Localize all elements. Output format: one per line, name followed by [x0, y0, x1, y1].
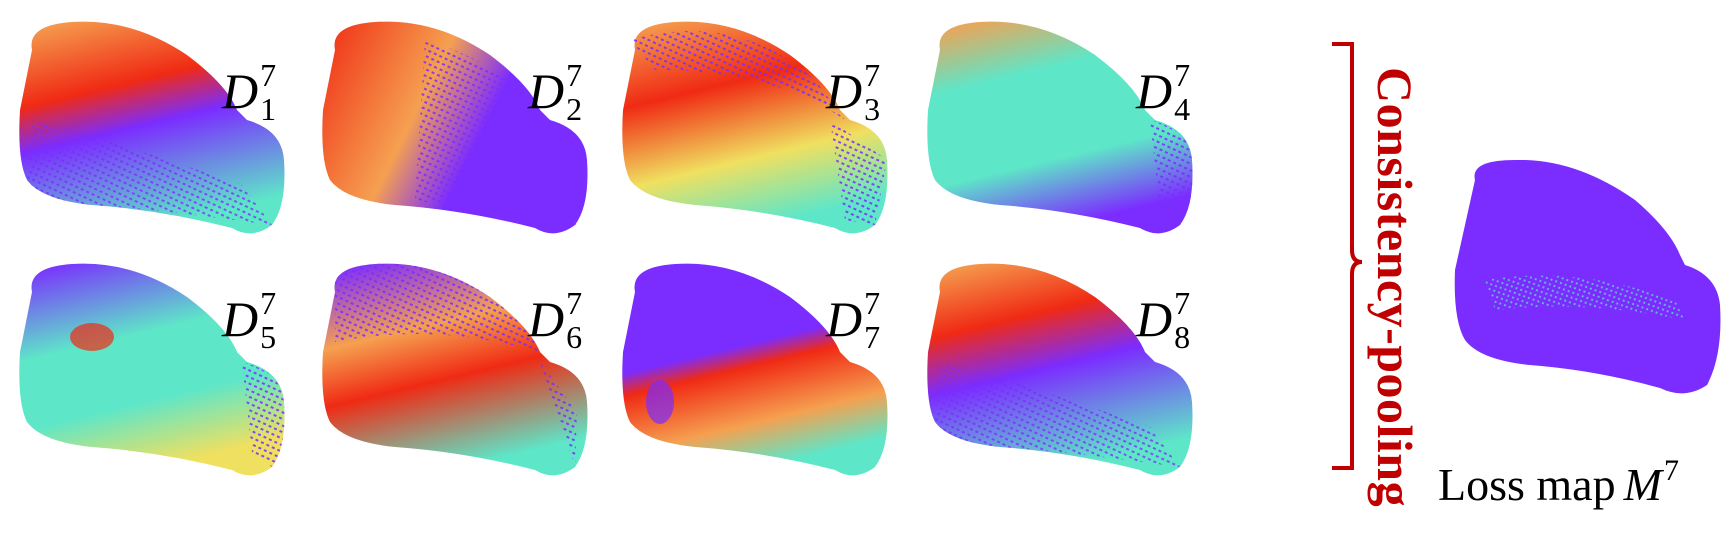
label-d7: D77 — [826, 287, 880, 353]
label-d3-sup: 7 — [864, 57, 881, 93]
label-d5: D75 — [222, 287, 276, 353]
label-d5-sub: 5 — [260, 319, 277, 355]
loss-map-symbol: M — [1623, 459, 1662, 510]
label-d8-base: D — [1136, 291, 1173, 347]
label-d1-sub: 1 — [260, 91, 277, 127]
label-d3-sub: 3 — [864, 91, 881, 127]
label-d4-base: D — [1136, 63, 1173, 119]
loss-map-image — [1435, 160, 1735, 420]
label-d8-sub: 8 — [1174, 319, 1191, 355]
loss-map-text: Loss map — [1438, 459, 1616, 510]
label-d7-sup: 7 — [864, 285, 881, 321]
depth-panel-3 — [605, 10, 905, 270]
label-d2: D72 — [528, 59, 582, 125]
label-d5-base: D — [222, 291, 259, 347]
depth-panel-1 — [2, 10, 302, 270]
label-d8-sup: 7 — [1174, 285, 1191, 321]
depth-panel-8 — [910, 252, 1210, 512]
pooling-label-wrapper: Consistency-pooling — [1360, 42, 1430, 532]
label-d6: D76 — [528, 287, 582, 353]
loss-map-sup: 7 — [1663, 454, 1679, 487]
label-d1: D71 — [222, 59, 276, 125]
depth-panel-6 — [305, 252, 605, 512]
label-d6-sub: 6 — [566, 319, 583, 355]
label-d3-base: D — [826, 63, 863, 119]
depth-panel-4 — [910, 10, 1210, 270]
label-d2-sup: 7 — [566, 57, 583, 93]
depth-panel-5 — [2, 252, 302, 512]
label-d7-sub: 7 — [864, 319, 881, 355]
label-d6-base: D — [528, 291, 565, 347]
label-d4: D74 — [1136, 59, 1190, 125]
label-d4-sup: 7 — [1174, 57, 1191, 93]
label-d7-base: D — [826, 291, 863, 347]
depth-panel-7 — [605, 252, 905, 512]
label-d4-sub: 4 — [1174, 91, 1191, 127]
depth-panel-2 — [305, 10, 605, 270]
label-d5-sup: 7 — [260, 285, 277, 321]
label-d1-base: D — [222, 63, 259, 119]
pooling-bracket — [1332, 42, 1363, 470]
label-d1-sup: 7 — [260, 57, 277, 93]
loss-map-label: Loss map M7 — [1438, 454, 1679, 511]
label-d6-sup: 7 — [566, 285, 583, 321]
label-d2-base: D — [528, 63, 565, 119]
label-d2-sub: 2 — [566, 91, 583, 127]
pooling-label: Consistency-pooling — [1367, 66, 1423, 508]
label-d3: D73 — [826, 59, 880, 125]
label-d8: D78 — [1136, 287, 1190, 353]
